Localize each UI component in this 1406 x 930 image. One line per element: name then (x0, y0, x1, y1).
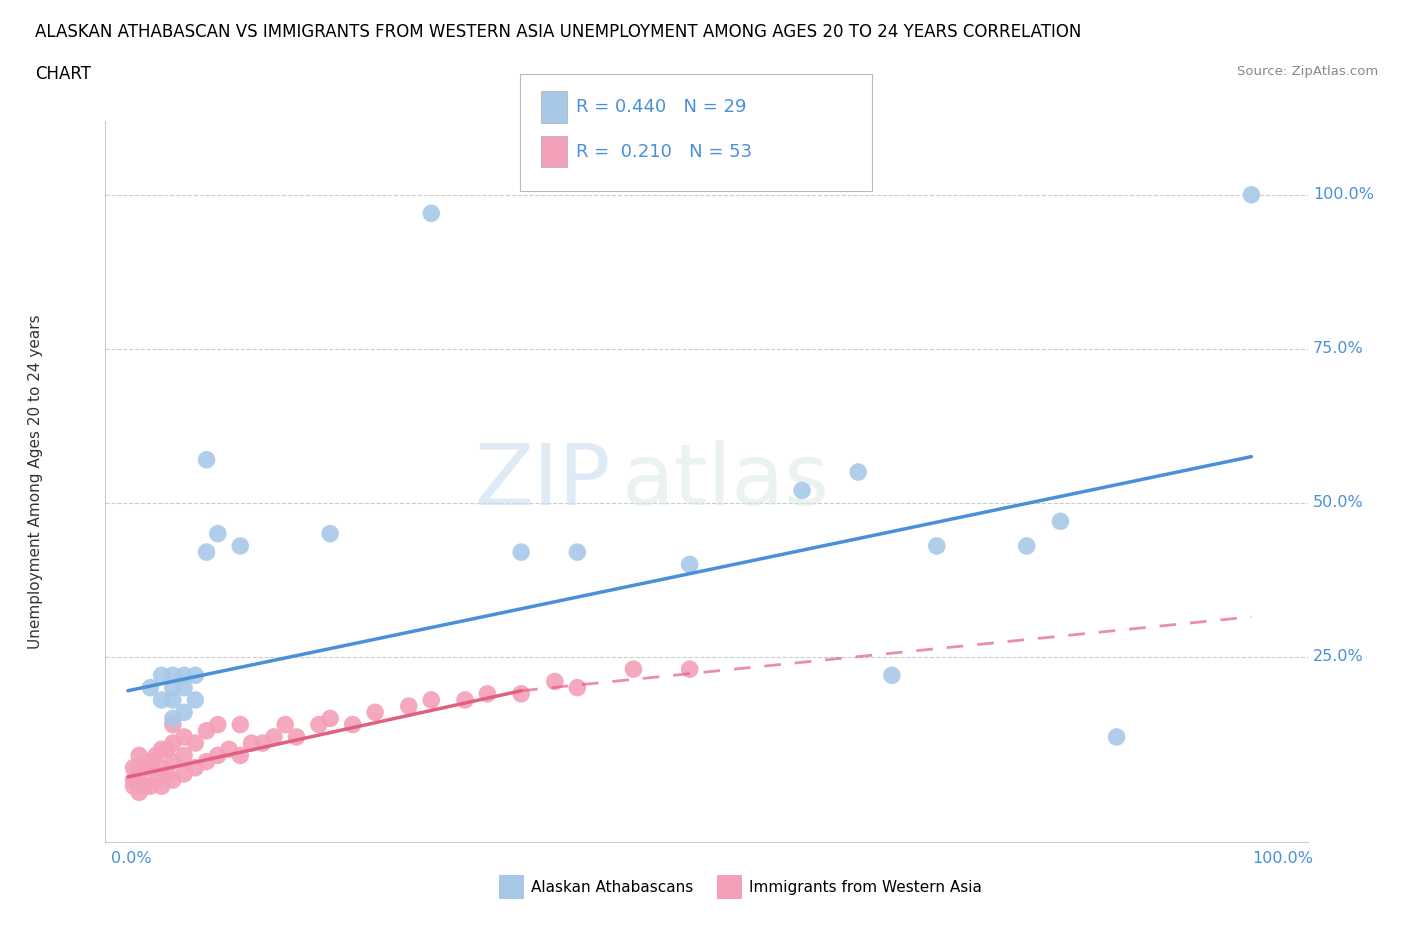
Point (398, 698, 420, 713)
Point (173, 748, 195, 763)
Point (162, 754, 184, 769)
Text: Unemployment Among Ages 20 to 24 years: Unemployment Among Ages 20 to 24 years (28, 314, 44, 648)
Point (139, 754, 162, 769)
Text: CHART: CHART (35, 65, 91, 83)
Text: 50.0%: 50.0% (1313, 496, 1364, 511)
Text: 0.0%: 0.0% (111, 851, 152, 866)
Point (1105, 729, 1128, 744)
Point (207, 748, 229, 763)
Point (134, 778, 156, 793)
Point (342, 717, 364, 732)
Point (567, 545, 589, 560)
Text: Alaskan Athabascans: Alaskan Athabascans (531, 880, 693, 895)
Point (319, 526, 342, 541)
Point (122, 773, 145, 788)
Point (150, 668, 173, 683)
Point (195, 754, 218, 769)
Point (184, 668, 207, 683)
Point (162, 736, 184, 751)
Point (128, 748, 150, 763)
Point (420, 693, 443, 708)
Point (162, 693, 184, 708)
Point (173, 680, 195, 695)
Text: atlas: atlas (623, 440, 831, 523)
Point (319, 711, 342, 726)
Point (162, 668, 184, 683)
Point (122, 761, 145, 776)
Point (925, 538, 948, 553)
Point (207, 717, 229, 732)
Point (252, 736, 274, 751)
Point (184, 693, 207, 708)
Point (510, 545, 533, 560)
Text: Immigrants from Western Asia: Immigrants from Western Asia (749, 880, 983, 895)
Point (173, 705, 195, 720)
Point (128, 773, 150, 788)
Point (229, 538, 252, 553)
Point (1015, 538, 1038, 553)
Point (477, 686, 499, 701)
Point (156, 742, 179, 757)
Point (207, 526, 229, 541)
Point (240, 736, 263, 751)
Point (195, 724, 218, 738)
Text: 100.0%: 100.0% (1313, 187, 1374, 203)
Point (420, 206, 443, 220)
Point (184, 761, 207, 776)
Point (454, 693, 477, 708)
Point (150, 778, 173, 793)
Point (846, 465, 869, 480)
Point (679, 662, 702, 677)
Point (567, 680, 589, 695)
Point (162, 711, 184, 726)
Point (308, 717, 330, 732)
Point (139, 778, 162, 793)
Point (229, 748, 252, 763)
Point (1240, 187, 1263, 202)
Point (156, 766, 179, 781)
Point (263, 729, 285, 744)
Point (150, 761, 173, 776)
Text: ZIP: ZIP (474, 440, 610, 523)
Point (145, 773, 167, 788)
Point (173, 729, 195, 744)
Point (145, 748, 167, 763)
Point (122, 778, 145, 793)
Point (184, 736, 207, 751)
Point (1049, 514, 1071, 529)
Point (150, 742, 173, 757)
Text: R =  0.210   N = 53: R = 0.210 N = 53 (576, 142, 752, 161)
Point (195, 545, 218, 560)
Point (150, 693, 173, 708)
Point (162, 717, 184, 732)
Point (173, 766, 195, 781)
Text: Source: ZipAtlas.com: Source: ZipAtlas.com (1237, 65, 1378, 78)
Text: 75.0%: 75.0% (1313, 341, 1364, 356)
Point (128, 785, 150, 800)
Text: ALASKAN ATHABASCAN VS IMMIGRANTS FROM WESTERN ASIA UNEMPLOYMENT AMONG AGES 20 TO: ALASKAN ATHABASCAN VS IMMIGRANTS FROM WE… (35, 23, 1081, 41)
Point (195, 452, 218, 467)
Text: R = 0.440   N = 29: R = 0.440 N = 29 (576, 98, 747, 116)
Text: 100.0%: 100.0% (1253, 851, 1313, 866)
Point (880, 668, 903, 683)
Point (544, 674, 567, 689)
Point (162, 773, 184, 788)
Point (229, 717, 252, 732)
Point (128, 761, 150, 776)
Point (364, 705, 387, 720)
Point (134, 761, 156, 776)
Text: 25.0%: 25.0% (1313, 649, 1364, 664)
Point (173, 668, 195, 683)
Point (510, 686, 533, 701)
Point (623, 662, 645, 677)
Point (679, 557, 702, 572)
Point (218, 742, 240, 757)
Point (139, 680, 162, 695)
Point (274, 717, 297, 732)
Point (162, 680, 184, 695)
Point (139, 761, 162, 776)
Point (790, 483, 813, 498)
Point (285, 729, 308, 744)
